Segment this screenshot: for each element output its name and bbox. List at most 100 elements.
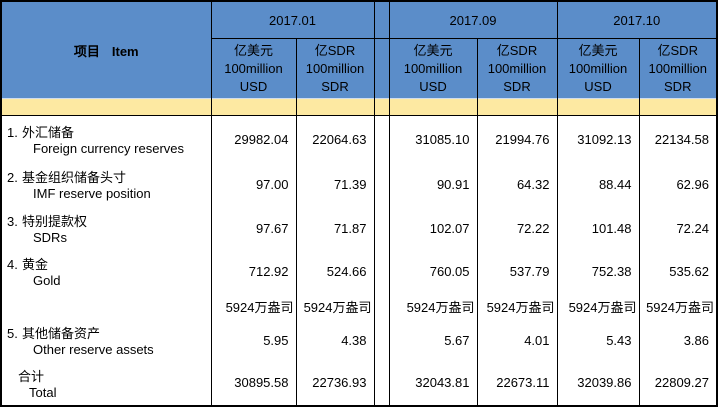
period-header-2017-01: 2017.01 (210, 1, 375, 39)
value-cell: 22134.58 (638, 115, 718, 162)
row-label-en: Gold (33, 273, 61, 288)
value-cell: 97.00 (210, 162, 297, 206)
band-cell (388, 98, 478, 116)
value-cell: 5.43 (556, 320, 640, 360)
value-cell: 101.48 (556, 206, 640, 250)
band-cell (210, 98, 297, 116)
unit-line-sdr: SDR (664, 78, 692, 94)
item-header-label: 项目 Item (74, 44, 139, 59)
unit-line-100million: 100million (648, 60, 708, 76)
value-cell: 5.95 (210, 320, 297, 360)
unit-line-100million: 100million (487, 60, 547, 76)
row-label-cell: 5. 其他储备资产 Other reserve assets (0, 320, 212, 360)
spacer-header-cell (373, 1, 390, 39)
row-label-zh: 合计 (18, 368, 45, 384)
spacer-cell (373, 115, 390, 162)
value-cell: 712.92 (210, 250, 297, 292)
band-cell (295, 98, 375, 116)
unit-line-zh: 亿SDR (496, 42, 538, 58)
unit-header-sdr-3: 亿SDR 100million SDR (638, 38, 718, 99)
band-cell (476, 98, 558, 116)
value-cell: 3.86 (638, 320, 718, 360)
value-cell: 524.66 (295, 250, 375, 292)
table-row-sdrs: 3. 特别提款权 SDRs 97.67 71.87 102.07 72.22 10… (0, 206, 718, 250)
period-header-2017-09: 2017.09 (388, 1, 558, 39)
unit-line-sdr: SDR (503, 78, 531, 94)
value-cell: 760.05 (388, 250, 478, 292)
row-label-en: Foreign currency reserves (33, 141, 184, 156)
spacer-cell (373, 250, 390, 292)
gold-ounces-cell: 5924万盎司 (388, 292, 478, 320)
unit-line-usd: USD (239, 78, 268, 94)
item-header-zh: 项目 (73, 43, 100, 59)
value-cell: 72.22 (476, 206, 558, 250)
value-cell: 535.62 (638, 250, 718, 292)
band-cell (0, 98, 212, 116)
row-label-cell: 2. 基金组织储备头寸 IMF reserve position (0, 162, 212, 206)
row-number: 5. (7, 326, 18, 341)
value-cell: 752.38 (556, 250, 640, 292)
period-header-row: 项目 Item 2017.01 2017.09 2017.10 (0, 1, 718, 99)
row-label-cell: 4. 黄金 Gold (0, 250, 212, 292)
total-value-cell: 22673.11 (476, 360, 558, 406)
unit-header-usd-2: 亿美元 100million USD (388, 38, 478, 99)
row-label-zh: 特别提款权 (22, 214, 88, 229)
value-cell: 31092.13 (556, 115, 640, 162)
row-label-zh: 基金组织储备头寸 (22, 170, 127, 185)
table-row-gold-ounces: 5924万盎司 5924万盎司 5924万盎司 5924万盎司 5924万盎司 … (0, 292, 718, 320)
row-number: 3. (7, 214, 18, 229)
unit-line-usd: USD (584, 78, 612, 94)
row-label-en: Total (29, 384, 57, 400)
unit-line-sdr: SDR (321, 78, 349, 94)
band-cell (556, 98, 640, 116)
value-cell: 22064.63 (295, 115, 375, 162)
spacer-unit-cell (373, 38, 390, 99)
item-header-en: Item (111, 43, 139, 59)
gold-ounces-cell: 5924万盎司 (210, 292, 297, 320)
item-header-cell: 项目 Item (0, 1, 212, 99)
value-cell: 97.67 (210, 206, 297, 250)
row-label-en: SDRs (33, 230, 67, 245)
unit-line-zh: 亿美元 (413, 42, 453, 58)
row-number: 1. (7, 125, 18, 140)
row-label-cell: 合计 Total (0, 360, 212, 406)
period-header-2017-10: 2017.10 (556, 1, 718, 39)
unit-header-usd-3: 亿美元 100million USD (556, 38, 640, 99)
total-value-cell: 22736.93 (295, 360, 375, 406)
value-cell: 21994.76 (476, 115, 558, 162)
row-label-en: IMF reserve position (33, 186, 151, 201)
value-cell: 537.79 (476, 250, 558, 292)
row-label-zh: 黄金 (22, 257, 49, 272)
spacer-cell (373, 206, 390, 250)
value-cell: 29982.04 (210, 115, 297, 162)
row-label-cell: 1. 外汇储备 Foreign currency reserves (0, 115, 212, 162)
value-cell: 88.44 (556, 162, 640, 206)
gold-ounces-cell: 5924万盎司 (476, 292, 558, 320)
total-value-cell: 32043.81 (388, 360, 478, 406)
row-label-zh: 其他储备资产 (22, 326, 101, 341)
spacer-cell (373, 162, 390, 206)
yellow-band-row (0, 98, 718, 116)
spacer-cell (373, 320, 390, 360)
table-row-foreign-currency-reserves: 1. 外汇储备 Foreign currency reserves 29982.0… (0, 115, 718, 162)
table-row-total: 合计 Total 30895.58 22736.93 32043.81 2267… (0, 360, 718, 406)
value-cell: 90.91 (388, 162, 478, 206)
unit-line-zh: 亿SDR (657, 42, 698, 58)
total-value-cell: 30895.58 (210, 360, 297, 406)
band-cell (638, 98, 718, 116)
gold-ounces-cell: 5924万盎司 (295, 292, 375, 320)
value-cell: 4.38 (295, 320, 375, 360)
value-cell: 71.87 (295, 206, 375, 250)
unit-line-zh: 亿美元 (578, 42, 618, 58)
total-value-cell: 32039.86 (556, 360, 640, 406)
unit-line-zh: 亿SDR (314, 42, 356, 58)
value-cell: 31085.10 (388, 115, 478, 162)
row-label-en: Other reserve assets (33, 342, 154, 357)
table-row-other-reserve-assets: 5. 其他储备资产 Other reserve assets 5.95 4.38 … (0, 320, 718, 360)
row-label-zh: 外汇储备 (22, 125, 75, 140)
gold-ounces-cell: 5924万盎司 (556, 292, 640, 320)
value-cell: 72.24 (638, 206, 718, 250)
row-label-cell: 3. 特别提款权 SDRs (0, 206, 212, 250)
